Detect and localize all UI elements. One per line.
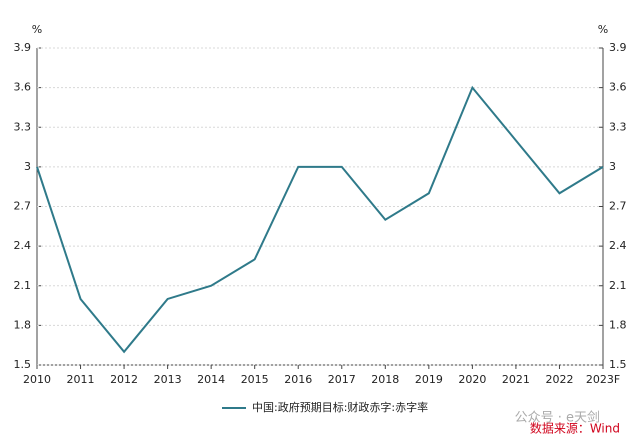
y-tick-label: 3.9 (14, 41, 32, 54)
y2-tick-label: 3.9 (609, 41, 627, 54)
x-tick-label: 2018 (371, 373, 399, 386)
y2-tick-label: 3 (609, 160, 616, 173)
y2-unit: % (598, 23, 608, 36)
x-tick-label: 2014 (197, 373, 225, 386)
y-tick-label: 3.3 (14, 120, 32, 133)
x-tick-label: 2021 (502, 373, 530, 386)
y2-tick-label: 3.3 (609, 120, 627, 133)
x-tick-label: 2011 (67, 373, 95, 386)
y-tick-label: 1.8 (14, 318, 32, 331)
y-tick-label: 2.1 (14, 279, 32, 292)
y-tick-label: 2.7 (14, 200, 32, 213)
x-tick-label: 2015 (241, 373, 269, 386)
x-tick-label: 2020 (458, 373, 486, 386)
x-tick-label: 2017 (328, 373, 356, 386)
y-tick-label: 3.6 (14, 81, 32, 94)
y-unit: % (32, 23, 42, 36)
x-tick-label: 2010 (23, 373, 51, 386)
y2-tick-label: 2.1 (609, 279, 627, 292)
legend-label: 中国:政府预期目标:财政赤字:赤字率 (252, 400, 428, 414)
x-tick-label: 2022 (545, 373, 573, 386)
line (36, 85, 604, 354)
y2-tick-label: 1.8 (609, 318, 627, 331)
y-tick-label: 2.4 (14, 239, 32, 252)
source: 数据来源：Wind (530, 421, 620, 436)
y-tick-label: 1.5 (14, 358, 32, 371)
x-tick-label: 2013 (154, 373, 182, 386)
x-tick-label: 2023F (586, 373, 620, 386)
x-tick-label: 2019 (415, 373, 443, 386)
x-tick-label: 2012 (110, 373, 138, 386)
y2-tick-label: 3.6 (609, 81, 627, 94)
x-tick-label: 2016 (284, 373, 312, 386)
watermark: 公众号 · e天剑 (515, 410, 600, 426)
y2-tick-label: 2.7 (609, 200, 627, 213)
y2-tick-label: 1.5 (609, 358, 627, 371)
y-tick-label: 3 (24, 160, 31, 173)
y2-tick-label: 2.4 (609, 239, 627, 252)
